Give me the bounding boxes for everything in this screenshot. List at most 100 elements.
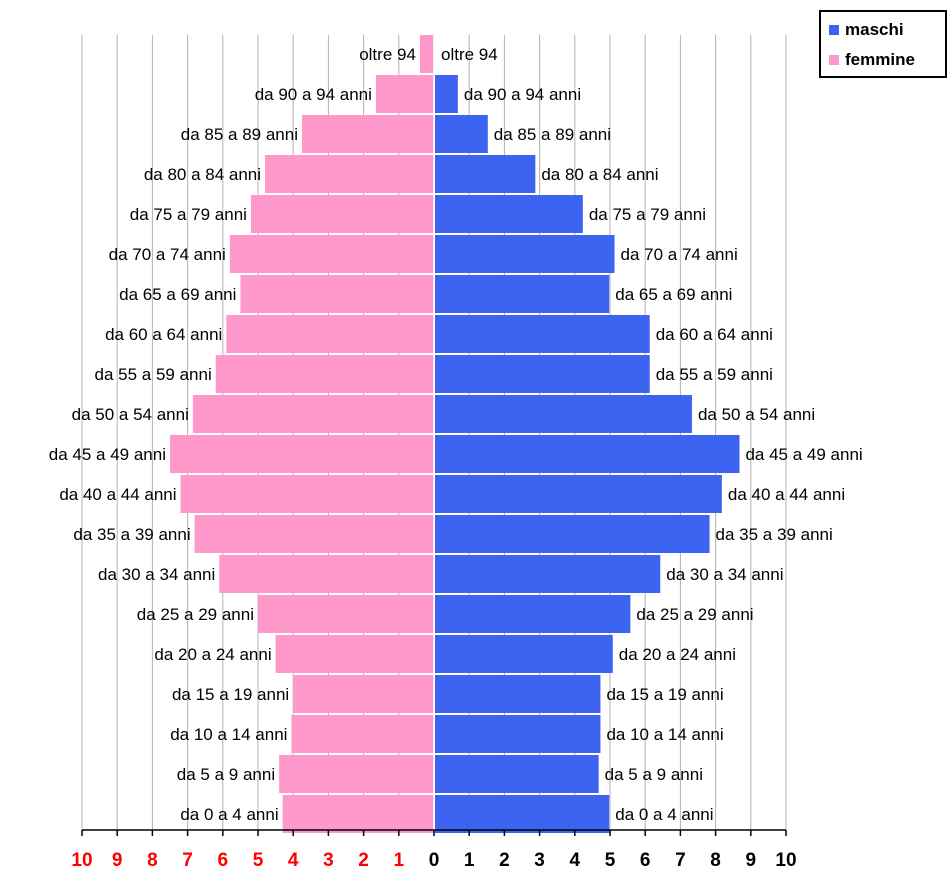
bar-femmine bbox=[219, 555, 434, 593]
category-label-femmine: da 0 a 4 anni bbox=[180, 805, 278, 824]
bar-maschi bbox=[435, 595, 631, 633]
category-label-femmine: da 60 a 64 anni bbox=[105, 325, 222, 344]
category-label-maschi: da 80 a 84 anni bbox=[541, 165, 658, 184]
x-tick-label-left: 10 bbox=[71, 850, 92, 871]
x-tick-label-right: 5 bbox=[605, 850, 616, 871]
bar-femmine bbox=[419, 35, 434, 73]
category-label-maschi: da 40 a 44 anni bbox=[728, 485, 845, 504]
x-tick-label-right: 9 bbox=[746, 850, 757, 871]
category-label-maschi: da 65 a 69 anni bbox=[615, 285, 732, 304]
bar-maschi bbox=[435, 795, 610, 833]
category-label-maschi: da 30 a 34 anni bbox=[666, 565, 783, 584]
bar-maschi bbox=[435, 435, 740, 473]
bar-maschi bbox=[435, 75, 458, 113]
category-label-maschi: da 15 a 19 anni bbox=[606, 685, 723, 704]
x-tick-label-right: 2 bbox=[499, 850, 510, 871]
category-label-femmine: da 10 a 14 anni bbox=[170, 725, 287, 744]
bar-maschi bbox=[435, 715, 601, 753]
bar-femmine bbox=[279, 755, 434, 793]
legend-label-femmine: femmine bbox=[845, 50, 915, 69]
x-tick-label-left: 1 bbox=[394, 850, 405, 871]
x-tick-label-left: 5 bbox=[253, 850, 264, 871]
bar-femmine bbox=[170, 435, 434, 473]
category-label-femmine: da 75 a 79 anni bbox=[130, 205, 247, 224]
bar-femmine bbox=[302, 115, 434, 153]
bar-femmine bbox=[275, 635, 434, 673]
category-label-maschi: da 75 a 79 anni bbox=[589, 205, 706, 224]
bar-maschi bbox=[435, 155, 536, 193]
legend-item-maschi: maschi bbox=[829, 20, 904, 40]
bar-maschi bbox=[435, 355, 650, 393]
bar-femmine bbox=[215, 355, 434, 393]
bar-femmine bbox=[258, 595, 434, 633]
legend-label-maschi: maschi bbox=[845, 20, 904, 39]
category-label-femmine: da 35 a 39 anni bbox=[73, 525, 190, 544]
category-label-maschi: da 5 a 9 anni bbox=[605, 765, 703, 784]
category-label-maschi: da 0 a 4 anni bbox=[615, 805, 713, 824]
legend-swatch-maschi bbox=[829, 25, 839, 35]
legend-item-femmine: femmine bbox=[829, 50, 915, 70]
bar-femmine bbox=[375, 75, 434, 113]
x-tick-label-right: 7 bbox=[675, 850, 686, 871]
category-label-maschi: da 70 a 74 anni bbox=[621, 245, 738, 264]
category-label-femmine: da 55 a 59 anni bbox=[95, 365, 212, 384]
category-label-femmine: da 5 a 9 anni bbox=[177, 765, 275, 784]
bar-maschi bbox=[435, 115, 488, 153]
category-label-maschi: da 50 a 54 anni bbox=[698, 405, 815, 424]
x-tick-label-right: 10 bbox=[775, 850, 796, 871]
bar-maschi bbox=[435, 475, 722, 513]
x-tick-label-left: 7 bbox=[182, 850, 193, 871]
x-tick-label-left: 8 bbox=[147, 850, 158, 871]
bar-femmine bbox=[293, 675, 434, 713]
category-label-femmine: oltre 94 bbox=[359, 45, 416, 64]
category-label-maschi: da 55 a 59 anni bbox=[656, 365, 773, 384]
bar-femmine bbox=[282, 795, 434, 833]
category-label-femmine: da 80 a 84 anni bbox=[144, 165, 261, 184]
bar-femmine bbox=[265, 155, 434, 193]
x-tick-label-right: 6 bbox=[640, 850, 651, 871]
bar-femmine bbox=[226, 315, 434, 353]
category-label-maschi: da 60 a 64 anni bbox=[656, 325, 773, 344]
bar-maschi bbox=[435, 275, 610, 313]
bar-maschi bbox=[435, 395, 692, 433]
bar-maschi bbox=[435, 755, 599, 793]
bar-femmine bbox=[192, 395, 434, 433]
x-tick-label-left: 2 bbox=[358, 850, 369, 871]
category-label-femmine: da 90 a 94 anni bbox=[255, 85, 372, 104]
category-label-maschi: oltre 94 bbox=[441, 45, 498, 64]
category-label-femmine: da 25 a 29 anni bbox=[137, 605, 254, 624]
x-tick-label-left: 6 bbox=[218, 850, 229, 871]
category-label-maschi: da 10 a 14 anni bbox=[606, 725, 723, 744]
bar-maschi bbox=[435, 195, 583, 233]
category-label-maschi: da 35 a 39 anni bbox=[716, 525, 833, 544]
legend: maschi femmine bbox=[819, 10, 947, 78]
x-tick-label-left: 3 bbox=[323, 850, 334, 871]
bar-maschi bbox=[435, 635, 613, 673]
bar-femmine bbox=[194, 515, 434, 553]
bar-maschi bbox=[435, 315, 650, 353]
x-tick-label-center: 0 bbox=[429, 850, 440, 871]
category-label-femmine: da 45 a 49 anni bbox=[49, 445, 166, 464]
category-label-femmine: da 85 a 89 anni bbox=[181, 125, 298, 144]
bar-femmine bbox=[250, 195, 434, 233]
bar-femmine bbox=[229, 235, 434, 273]
bar-maschi bbox=[435, 235, 615, 273]
category-label-maschi: da 85 a 89 anni bbox=[494, 125, 611, 144]
category-label-maschi: da 20 a 24 anni bbox=[619, 645, 736, 664]
category-label-femmine: da 70 a 74 anni bbox=[109, 245, 226, 264]
x-tick-label-right: 4 bbox=[570, 850, 581, 871]
category-label-femmine: da 40 a 44 anni bbox=[59, 485, 176, 504]
x-tick-label-right: 1 bbox=[464, 850, 475, 871]
category-label-femmine: da 65 a 69 anni bbox=[119, 285, 236, 304]
bar-maschi bbox=[435, 555, 661, 593]
category-label-maschi: da 25 a 29 anni bbox=[636, 605, 753, 624]
bar-maschi bbox=[435, 675, 601, 713]
category-label-femmine: da 30 a 34 anni bbox=[98, 565, 215, 584]
x-tick-label-right: 8 bbox=[710, 850, 721, 871]
x-tick-label-left: 9 bbox=[112, 850, 123, 871]
bar-femmine bbox=[180, 475, 434, 513]
category-label-femmine: da 50 a 54 anni bbox=[72, 405, 189, 424]
bar-femmine bbox=[291, 715, 434, 753]
category-label-femmine: da 20 a 24 anni bbox=[154, 645, 271, 664]
